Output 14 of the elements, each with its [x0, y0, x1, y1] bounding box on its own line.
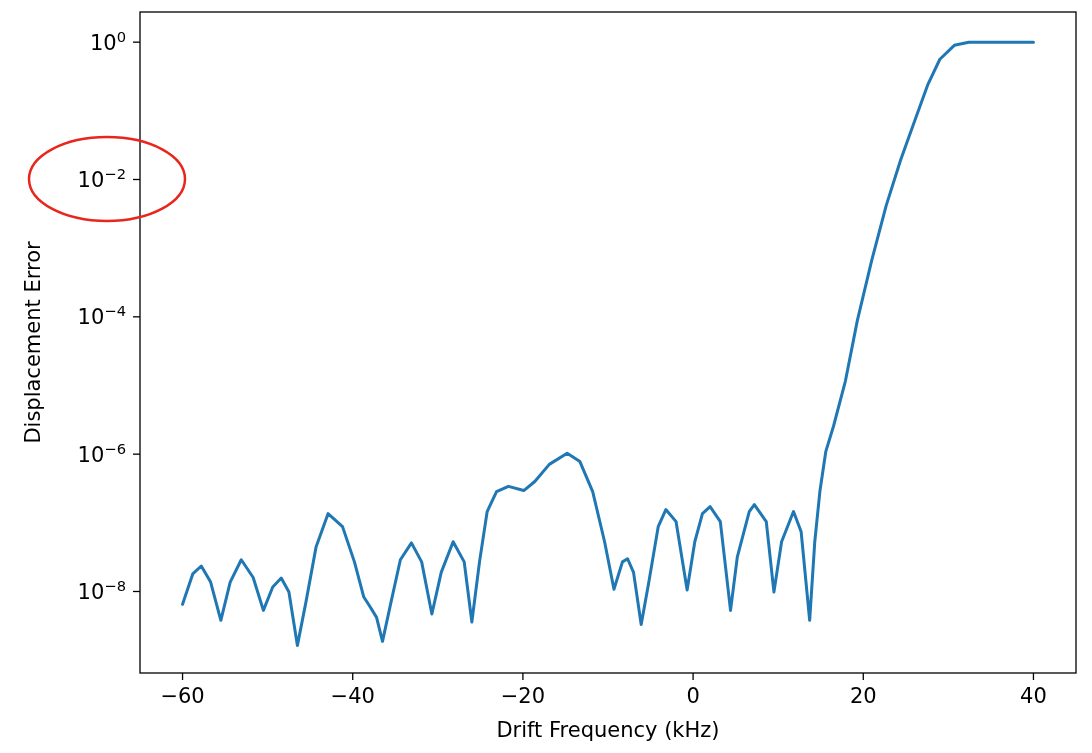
x-tick-label: 20 [849, 684, 877, 708]
x-axis-title: Drift Frequency (kHz) [496, 718, 720, 742]
x-tick-label: 0 [686, 684, 700, 708]
y-tick-label: 10$^{−2}$ [77, 164, 126, 192]
y-tick-label: 10$^{−8}$ [77, 576, 126, 604]
x-tick-label: −60 [160, 684, 205, 708]
y-tick-label: 10$^{0}$ [89, 27, 126, 55]
x-tick-label: −40 [330, 684, 375, 708]
y-axis-title: Displacement Error [21, 241, 45, 444]
y-tick-label: 10$^{−4}$ [77, 301, 126, 330]
x-tick-label: −20 [500, 684, 546, 708]
line-series [181, 40, 1035, 647]
y-tick-label: 10$^{−6}$ [77, 439, 126, 467]
x-tick-label: 40 [1020, 684, 1047, 708]
